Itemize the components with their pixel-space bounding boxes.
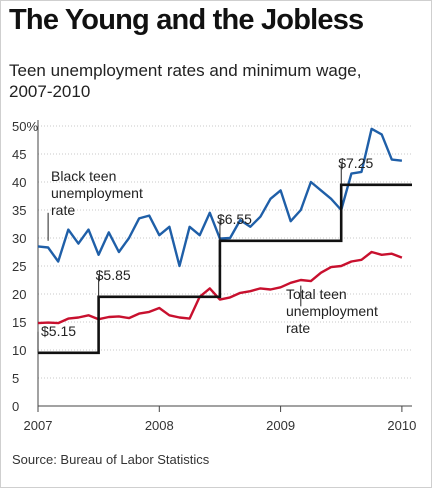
y-tick-label: 40 xyxy=(12,175,26,190)
y-tick-label: 25 xyxy=(12,259,26,274)
chart-title: The Young and the Jobless xyxy=(9,4,364,36)
chart-subtitle: Teen unemployment rates and minimum wage… xyxy=(9,61,362,101)
min-wage-label: $6.55 xyxy=(217,211,252,227)
min-wage-label: $5.85 xyxy=(96,267,131,283)
x-axis-tick-labels: 2007 2008 2009 2010 xyxy=(24,406,416,433)
x-tick-label: 2010 xyxy=(387,418,416,433)
source-note: Source: Bureau of Labor Statistics xyxy=(12,452,210,467)
y-tick-label: 45 xyxy=(12,147,26,162)
min-wage-label: $5.15 xyxy=(41,323,76,339)
black-teen-series-label: Black teen unemployment rate xyxy=(51,168,143,218)
x-tick-label: 2007 xyxy=(24,418,53,433)
y-tick-label: 10 xyxy=(12,343,26,358)
total-teen-series-label: Total teen unemployment rate xyxy=(286,286,378,336)
y-tick-label: 20 xyxy=(12,287,26,302)
annotations: Black teen unemployment rate Total teen unem… xyxy=(37,155,378,353)
x-tick-label: 2009 xyxy=(266,418,295,433)
y-tick-label: 5 xyxy=(12,371,19,386)
y-tick-label: 15 xyxy=(12,315,26,330)
x-tick-label: 2008 xyxy=(145,418,174,433)
y-axis-tick-labels: 50% 45 40 35 30 25 20 15 10 5 0 xyxy=(12,119,38,414)
min-wage-label: $7.25 xyxy=(338,155,373,171)
minimum-wage-line xyxy=(38,183,412,355)
y-tick-label: 30 xyxy=(12,231,26,246)
y-tick-label: 50% xyxy=(12,119,38,134)
y-tick-label: 0 xyxy=(12,399,19,414)
y-tick-label: 35 xyxy=(12,203,26,218)
